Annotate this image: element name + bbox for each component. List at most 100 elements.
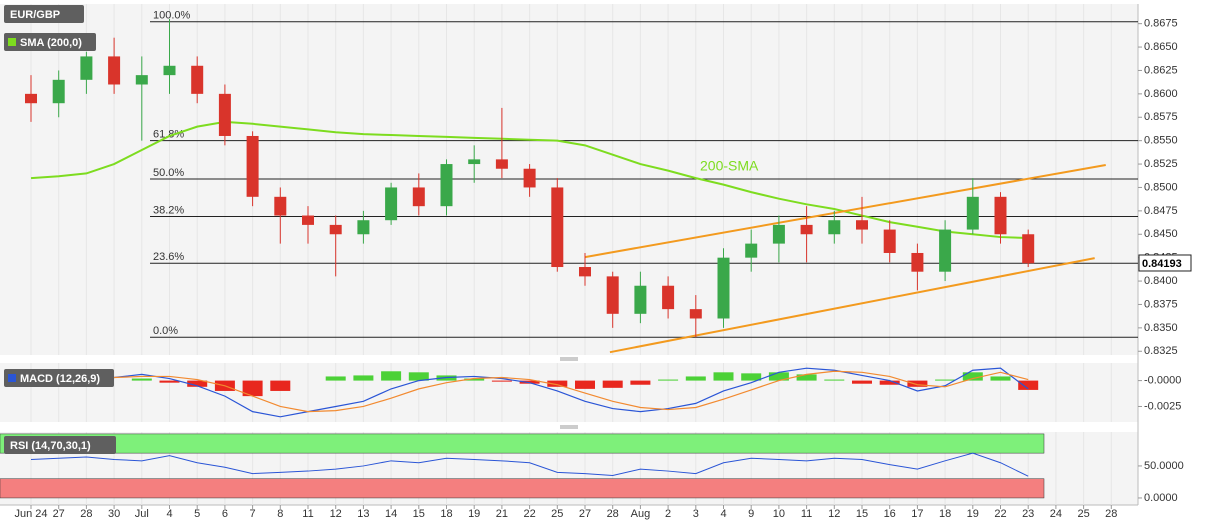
- rsi-band: [0, 433, 1045, 454]
- y-tick-label: 0.8450: [1144, 228, 1178, 240]
- candle-body: [218, 93, 231, 136]
- histogram-bar: [713, 372, 734, 381]
- label-box: [4, 369, 114, 387]
- x-tick-label: 3: [693, 508, 699, 520]
- x-tick-label: 6: [222, 508, 228, 520]
- candle-body: [717, 257, 730, 319]
- candle-body: [495, 159, 508, 169]
- x-tick-label: 24: [1050, 508, 1062, 520]
- x-tick-label: 25: [551, 508, 563, 520]
- candle-body: [80, 56, 93, 80]
- x-tick-label: 12: [828, 508, 840, 520]
- y-tick-label: 50.0000: [1144, 460, 1184, 472]
- x-tick-label: 12: [330, 508, 342, 520]
- trend-line: [584, 164, 1106, 259]
- candle-body: [440, 164, 453, 207]
- candle-body: [606, 276, 619, 314]
- candle-body: [329, 224, 342, 235]
- x-tick-label: 28: [1105, 508, 1117, 520]
- candle-body: [772, 224, 785, 244]
- x-tick-label: 27: [579, 508, 591, 520]
- y-tick-label: 0.8475: [1144, 205, 1178, 217]
- fib-label: 100.0%: [153, 10, 191, 22]
- y-tick-label: 0.0000: [1144, 492, 1178, 504]
- panel-label: MACD (12,26,9): [20, 373, 100, 385]
- candle-body: [191, 65, 204, 94]
- histogram-bar: [1018, 380, 1039, 390]
- y-tick-label: 0.8525: [1144, 158, 1178, 170]
- candle-body: [25, 93, 37, 104]
- rsi-line: [30, 452, 1029, 477]
- histogram-bar: [935, 379, 956, 381]
- candle-body: [883, 229, 896, 253]
- candle-body: [745, 243, 758, 258]
- label-swatch: [8, 374, 16, 382]
- x-tick-label: 5: [194, 508, 200, 520]
- y-tick-label: 0.8500: [1144, 181, 1178, 193]
- histogram-bar: [852, 380, 872, 384]
- histogram-bar: [408, 372, 429, 381]
- x-tick-label: 28: [80, 508, 92, 520]
- label-swatch: [8, 38, 16, 46]
- x-tick-label: 15: [413, 508, 425, 520]
- candle-body: [828, 220, 841, 235]
- candle-body: [800, 224, 813, 235]
- histogram-bar: [547, 380, 568, 387]
- divider-handle[interactable]: [560, 357, 578, 361]
- x-tick-label: 19: [967, 508, 979, 520]
- label-box: [4, 5, 84, 23]
- x-tick-label: 11: [801, 508, 812, 520]
- candle-body: [302, 215, 314, 225]
- divider-handle[interactable]: [560, 425, 578, 429]
- trend-line: [609, 257, 1095, 354]
- y-tick-label: 0.8625: [1144, 64, 1178, 76]
- x-tick-label: 17: [911, 508, 923, 520]
- y-tick-label: 0.8400: [1144, 275, 1178, 287]
- last-price-box: [1138, 254, 1192, 272]
- candle-body: [939, 229, 952, 272]
- x-tick-label: 2: [665, 508, 671, 520]
- histogram-bar: [658, 379, 679, 381]
- candle-body: [135, 75, 148, 85]
- panel-label: SMA (200,0): [20, 37, 82, 49]
- histogram-bar: [907, 380, 928, 387]
- x-tick-label: 23: [1022, 508, 1034, 520]
- label-box: [4, 33, 96, 51]
- x-tick-label: 27: [53, 508, 65, 520]
- candle-body: [689, 309, 702, 319]
- candle-body: [274, 196, 287, 216]
- x-tick-label: Aug: [631, 508, 651, 520]
- histogram-bar: [824, 379, 845, 381]
- y-tick-label: 0.8375: [1144, 298, 1178, 310]
- histogram-bar: [187, 380, 208, 387]
- histogram-bar: [575, 380, 595, 389]
- macd-line: [30, 370, 1029, 413]
- histogram-bar: [491, 380, 512, 382]
- candle-body: [108, 56, 121, 85]
- x-tick-label: Jul: [135, 508, 149, 520]
- histogram-bar: [464, 378, 485, 381]
- annotation: 200-SMA: [700, 158, 759, 174]
- histogram-bar: [741, 373, 762, 381]
- candle-body: [579, 267, 591, 277]
- candle-body: [662, 285, 675, 310]
- last-price-label: 0.84193: [1142, 258, 1182, 270]
- x-tick-label: 22: [994, 508, 1006, 520]
- histogram-bar: [962, 372, 983, 381]
- x-tick-label: 19: [468, 508, 480, 520]
- candle-body: [385, 187, 398, 221]
- histogram-bar: [879, 380, 900, 385]
- y-tick-label: -0.0000: [1144, 375, 1181, 387]
- macd-line: [30, 367, 1029, 418]
- histogram-bar: [685, 376, 706, 381]
- candle-body: [551, 187, 564, 268]
- rsi-band: [0, 478, 1045, 499]
- x-tick-label: 28: [607, 508, 619, 520]
- candle-body: [856, 220, 868, 230]
- histogram-bar: [768, 372, 789, 381]
- fib-label: 61.8%: [153, 129, 184, 141]
- y-tick-label: 0.8350: [1144, 322, 1178, 334]
- x-tick-label: 22: [523, 508, 535, 520]
- y-tick-label: 0.8550: [1144, 135, 1178, 147]
